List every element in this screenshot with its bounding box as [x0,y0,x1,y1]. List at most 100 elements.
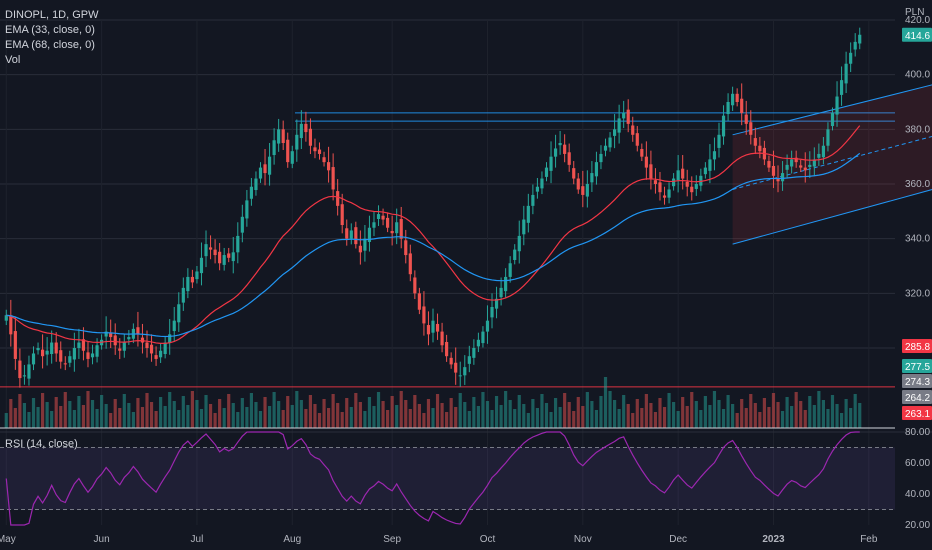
volume-bar [313,404,317,428]
candle-body [59,350,63,362]
volume-bar [336,403,340,428]
candle-body [140,337,145,343]
candle-body [195,271,199,280]
price-tick-label: 400.0 [905,70,930,81]
rsi-tick-label: 80.00 [905,427,930,438]
volume-bar [472,397,476,428]
candle-body [653,180,658,184]
volume-bar [594,410,599,428]
volume-bar [113,399,117,428]
volume-bar [204,395,208,428]
candle-body [649,164,653,179]
candle-body [626,109,630,124]
candle-body [127,337,131,340]
volume-bar [617,409,621,428]
candle-body [50,342,54,355]
candle-body [154,355,158,359]
ema33-line [6,125,861,344]
volume-bar [240,398,244,428]
volume-bar [662,407,667,428]
volume-bar [517,395,521,428]
volume-bar [731,404,735,428]
volume-bar [86,391,90,428]
rsi-line [5,431,860,526]
candle-body [372,222,376,228]
currency-label: PLN [905,7,924,18]
candle-body [277,129,281,144]
candle-body [753,138,757,146]
volume-bar [445,412,449,428]
volume-bar [36,407,40,428]
volume-bar [281,410,285,428]
volume-bar [81,405,86,428]
volume-bar [653,412,658,428]
candle-body [740,98,744,113]
volume-bar [476,406,480,428]
volume-bar [127,403,131,428]
volume-bar [59,406,63,428]
price-tag-label: 285.8 [905,342,930,353]
candle-body [390,231,394,234]
volume-bar [54,397,58,428]
candle-body [272,140,276,156]
volume-bar [354,393,358,428]
candle-body [708,159,712,171]
candle-body [576,178,580,190]
volume-bar [154,411,158,428]
volume-bar [27,412,31,428]
volume-bar [199,409,204,428]
candle-body [817,153,821,158]
volume-bar [590,401,594,428]
rsi-legend[interactable]: RSI (14, close) [5,438,78,450]
symbol-title[interactable]: DINOPL, 1D, GPW [5,9,99,21]
candle-body [435,323,440,332]
volume-bar [367,397,372,428]
volume-bar [50,411,54,428]
volume-bar [485,401,490,428]
candle-body [631,125,635,135]
grid-lines [0,19,895,525]
candle-body [177,304,181,323]
candle-body [27,364,31,379]
candle-body [267,156,272,175]
candle-body [304,123,308,133]
candle-body [472,348,476,358]
candle-body [208,247,213,250]
volume-legend[interactable]: Vol [5,54,21,66]
candle-body [481,331,485,344]
ema68-legend[interactable]: EMA (68, close, 0) [5,39,95,51]
volume-bar [830,395,835,428]
candle-body [118,348,122,351]
volume-bar [494,396,499,428]
rsi-tick-label: 20.00 [905,520,930,531]
volume-bar [626,404,630,428]
volume-bar [749,394,753,428]
candle-body [227,253,231,258]
volume-bar [100,395,104,428]
ema33-legend[interactable]: EMA (33, close, 0) [5,24,95,36]
volume-bar [295,391,299,428]
candle-body [839,80,844,95]
time-tick-label: Oct [480,534,496,545]
candle-body [331,167,335,190]
volume-bar [776,402,780,428]
candle-body [676,170,680,181]
volume-bar [585,392,589,428]
volume-bar [572,411,576,428]
volume-bar [172,401,176,428]
candle-body [240,216,244,233]
candle-body [690,186,694,193]
candle-body [508,263,512,277]
volume-bar [426,399,431,428]
candle-body [445,341,449,357]
candle-body [395,222,399,234]
price-tag-label: 277.5 [905,362,930,373]
candle-body [612,129,617,136]
volume-bar [740,399,744,428]
candle-body [767,161,771,168]
volume-bar [322,399,326,428]
candle-body [608,137,612,148]
time-tick-label: Aug [283,534,301,545]
candle-body [286,139,290,163]
